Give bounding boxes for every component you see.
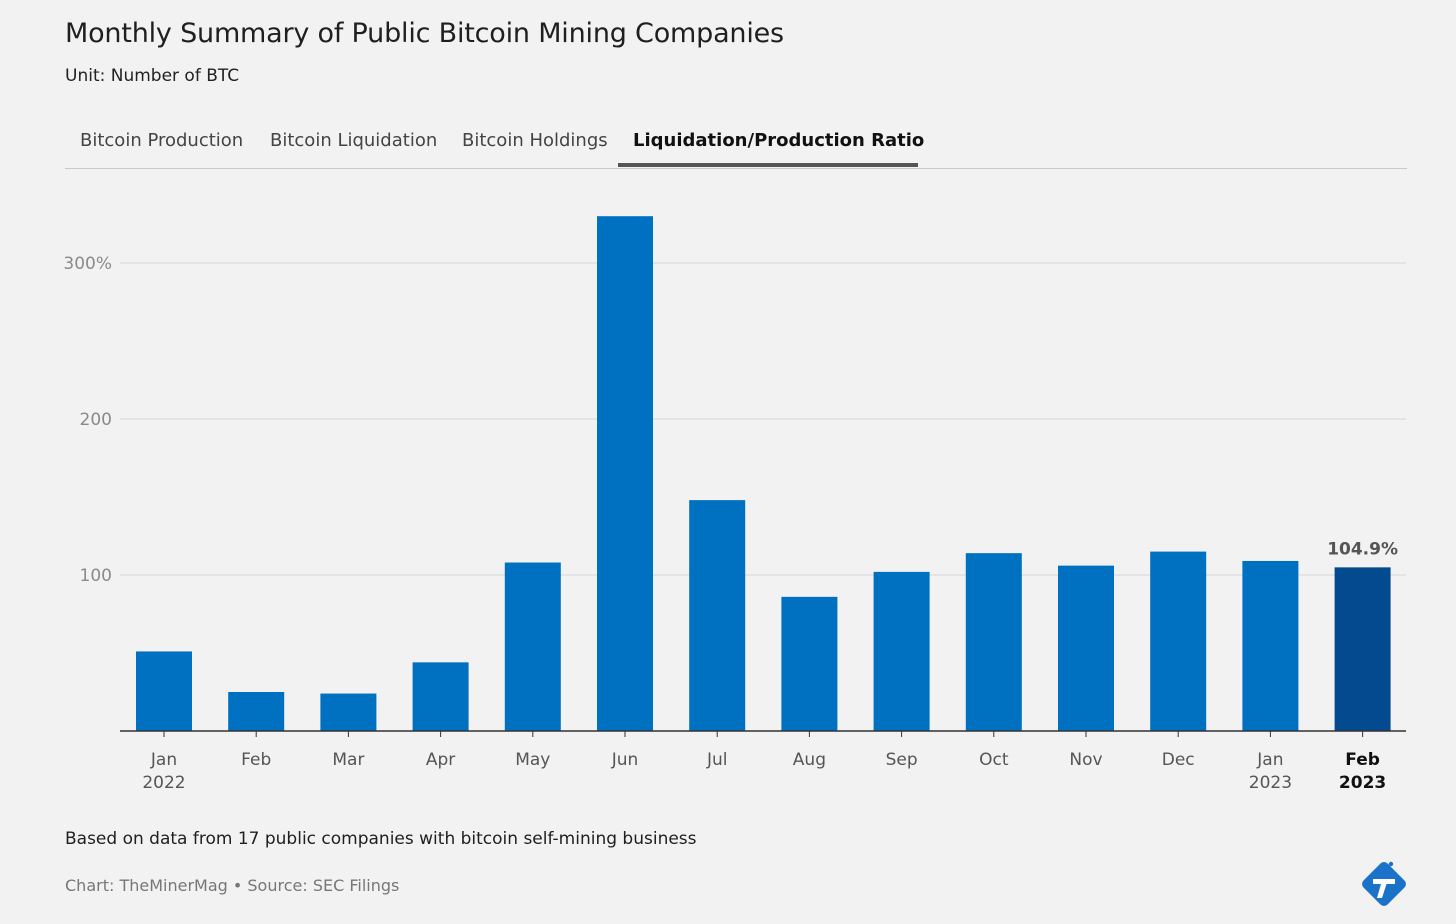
bar-feb-2023[interactable] (1334, 567, 1391, 731)
active-tab-indicator (618, 163, 918, 167)
x-tick-label: Dec (1162, 750, 1195, 770)
x-tick-label: Jan (150, 750, 177, 770)
highlight-data-label: 104.9% (1327, 539, 1398, 559)
x-tick-label: Jul (706, 750, 728, 770)
bar-dec[interactable] (1150, 551, 1207, 731)
bar-may[interactable] (504, 562, 561, 731)
x-tick-label: Jun (611, 750, 639, 770)
tab-bitcoin-liquidation[interactable]: Bitcoin Liquidation (270, 130, 438, 151)
theminermag-logo-icon (1362, 861, 1406, 906)
bar-sep[interactable] (873, 571, 930, 731)
x-tick-label: Apr (426, 750, 455, 770)
bar-nov[interactable] (1058, 565, 1114, 731)
x-tick-label: Mar (332, 750, 364, 770)
tab-bitcoin-production[interactable]: Bitcoin Production (80, 130, 244, 151)
bar-mar[interactable] (320, 693, 377, 731)
bar-oct[interactable] (965, 553, 1022, 731)
bar-jul[interactable] (689, 500, 746, 731)
x-tick-label: Aug (793, 750, 826, 770)
tab-bitcoin-holdings[interactable]: Bitcoin Holdings (462, 130, 608, 151)
y-tick-label: 200 (80, 410, 112, 430)
chart-credits: Chart: TheMinerMag • Source: SEC Filings (65, 876, 400, 895)
bar-jan-2023[interactable] (1242, 560, 1299, 731)
chart-title: Monthly Summary of Public Bitcoin Mining… (65, 18, 784, 49)
x-tick-label: Jan (1256, 750, 1283, 770)
x-tick-label: Feb (241, 750, 271, 770)
bar-feb[interactable] (228, 692, 285, 731)
data-note: Based on data from 17 public companies w… (65, 829, 697, 849)
y-tick-label: 100 (80, 566, 112, 586)
tab-liquidation-production-ratio[interactable]: Liquidation/Production Ratio (633, 130, 925, 151)
x-tick-label: Sep (886, 750, 918, 770)
x-tick-label: 2022 (142, 773, 185, 793)
tab-bar: Bitcoin Production Bitcoin Liquidation B… (65, 122, 1407, 169)
x-tick-label: Oct (979, 750, 1009, 770)
x-tick-label: Nov (1069, 750, 1102, 770)
bar-apr[interactable] (412, 662, 469, 731)
chart-subtitle: Unit: Number of BTC (65, 66, 240, 86)
bar-jun[interactable] (597, 216, 653, 731)
bar-jan-2022[interactable] (136, 651, 192, 731)
bar-aug[interactable] (781, 596, 838, 731)
x-tick-label: Feb (1345, 750, 1380, 770)
x-tick-label: 2023 (1249, 773, 1292, 793)
y-tick-label: 300% (63, 254, 112, 274)
x-tick-label: 2023 (1339, 773, 1386, 793)
x-tick-label: May (515, 750, 550, 770)
bar-chart: 100 200 300% Jan 2022 Feb Mar Apr May Jun Jul Aug Se… (63, 216, 1406, 793)
